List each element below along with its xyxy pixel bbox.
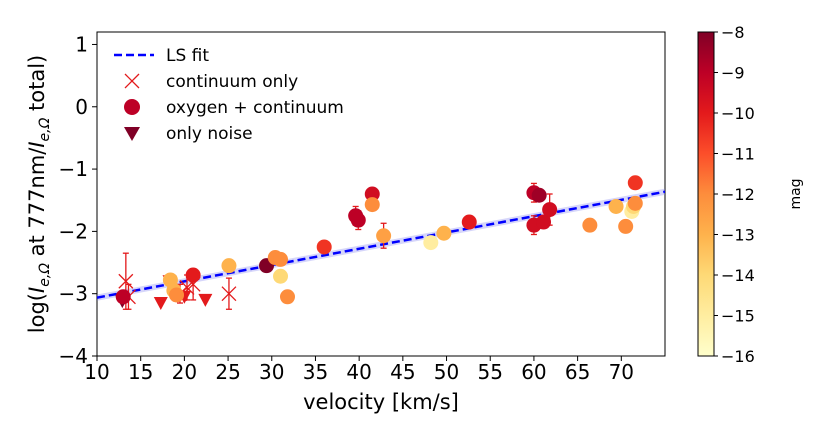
legend-ls-fit-label: LS fit [166,46,209,66]
x-tick-label: 35 [303,360,328,384]
colorbar-tick-label: −9 [721,64,745,83]
y-title-part: total) [25,55,49,118]
oxygen-point [582,217,598,233]
y-title-subscript: e,Ω [37,117,53,141]
x-tick-label: 50 [434,360,459,384]
oxygen-point [169,287,185,303]
x-tick-label: 55 [478,360,503,384]
y-axis: 1 0 −1 −2 −3 −4 [59,32,97,368]
oxygen-point [536,214,552,230]
oxygen-point [461,214,477,230]
legend-continuum-swatch [124,73,140,89]
x-tick-label: 70 [609,360,634,384]
legend-noise-swatch [124,127,140,141]
y-tick-label: −4 [59,344,88,368]
y-title-subscript: e,Ω [37,263,53,287]
colorbar-tick-label: −15 [721,307,755,326]
oxygen-point [115,289,131,305]
marker-layer [115,175,643,311]
oxygen-point [364,197,380,213]
x-tick-label: 45 [390,360,415,384]
oxygen-point [221,258,237,274]
y-title-symbol: I [25,141,49,147]
oxygen-point [627,175,643,191]
x-axis-title: velocity [km/s] [303,390,459,414]
oxygen-point [364,186,380,202]
oxygen-point [279,289,295,305]
colorbar-tick-label: −8 [721,23,745,42]
oxygen-point [273,251,289,267]
legend-oxygen-swatch [124,99,140,115]
x-tick-label: 20 [172,360,197,384]
x-tick-label: 40 [346,360,371,384]
colorbar-ticks: −8 −9 −10 −11 −12 −13 −14 −15 −16 [714,23,755,366]
y-title-part: log( [25,293,49,333]
legend-noise-label: only noise [166,124,253,144]
x-tick-label: 60 [521,360,546,384]
oxygen-point [273,268,289,284]
oxygen-point [542,202,558,218]
oxygen-point [185,267,201,283]
x-tick-label: 30 [259,360,284,384]
y-title-symbol: I [25,287,49,293]
colorbar-tick-label: −16 [721,347,755,366]
y-tick-label: −2 [59,219,88,243]
x-tick-label: 15 [128,360,153,384]
oxygen-point [627,195,643,211]
x-axis: 10 15 20 25 30 35 40 45 50 55 60 65 70 [84,356,634,384]
y-tick-label: −1 [59,157,88,181]
colorbar-tick-label: −14 [721,266,755,285]
y-axis-title: log(Ie,Ω at 777nm/Ie,Ω total) [25,55,53,333]
legend-continuum-label: continuum only [166,72,298,92]
legend: LS fit continuum only oxygen + continuum… [114,46,344,144]
oxygen-point [531,187,547,203]
colorbar-tick-label: −11 [721,145,755,164]
continuum-point [221,286,237,302]
colorbar-tick-label: −10 [721,104,755,123]
oxygen-point [316,239,332,255]
continuum-point [118,273,134,289]
x-tick-label: 25 [215,360,240,384]
noise-point [153,297,168,311]
plot-frame [96,31,666,357]
oxygen-point [436,225,452,241]
oxygen-point [376,228,392,244]
y-title-part: at 777nm/ [25,147,49,263]
colorbar-title: mag [788,178,804,209]
noise-point [198,293,213,307]
legend-oxygen-label: oxygen + continuum [166,98,344,118]
colorbar-tick-label: −12 [721,185,755,204]
y-tick-label: −3 [59,282,88,306]
colorbar: −8 −9 −10 −11 −12 −13 −14 −15 −16 mag [697,23,804,366]
y-tick-label: 1 [75,32,88,56]
x-tick-label: 65 [565,360,590,384]
oxygen-point [618,218,634,234]
y-tick-label: 0 [75,95,88,119]
oxygen-point [423,235,439,251]
oxygen-point [608,198,624,214]
plot-area [96,31,666,357]
colorbar-tick-label: −13 [721,226,755,245]
oxygen-point [350,212,366,228]
x-tick-label: 10 [84,360,109,384]
colorbar-gradient [697,31,715,357]
